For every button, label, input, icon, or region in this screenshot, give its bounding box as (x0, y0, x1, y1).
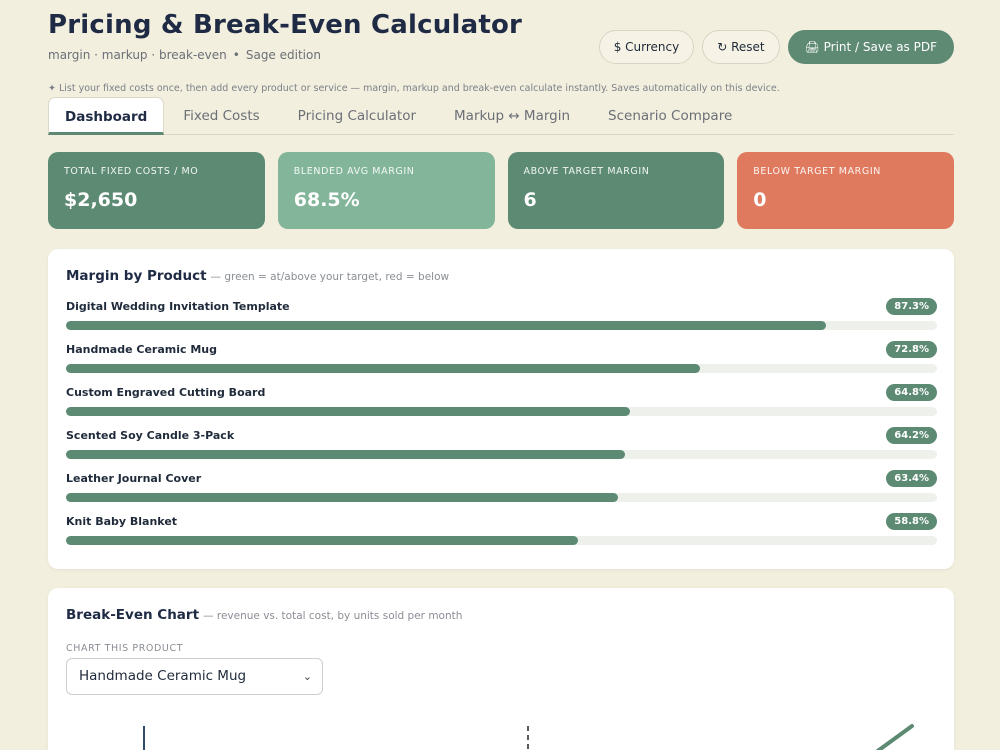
margin-badge: 87.3% (886, 298, 937, 315)
page-title: Pricing & Break-Even Calculator (48, 10, 523, 40)
page-subtitle: margin · markup · break-even • Sage editio… (48, 48, 954, 62)
hint-text: ✦ List your fixed costs once, then add e… (48, 83, 780, 94)
kpi-label: Blended Avg Margin (293, 166, 415, 177)
tab-dashboard[interactable]: Dashboard (48, 97, 165, 135)
margin-bar-track (66, 364, 937, 373)
margin-badge: 64.8% (886, 384, 937, 401)
margin-bar-fill (66, 450, 626, 459)
product-name: Knit Baby Blanket (66, 515, 178, 528)
margin-bar-track (66, 407, 937, 416)
kpi-value: $2,650 (64, 189, 138, 211)
card-title: Break-Even Chart — revenue vs. total cost… (66, 607, 462, 623)
tab-bar: Dashboard Fixed Costs Pricing Calculator… (48, 97, 954, 135)
margin-badge: 63.4% (886, 470, 937, 487)
break-even-chart (143, 724, 914, 750)
product-name: Custom Engraved Cutting Board (66, 386, 266, 399)
kpi-blended-avg-margin: Blended Avg Margin 68.5% (277, 152, 495, 229)
card-note: — green = at/above your target, red = be… (210, 271, 450, 283)
revenue-line (875, 724, 914, 750)
product-row: Scented Soy Candle 3-Pack 64.2% (66, 427, 937, 469)
margin-by-product-card: Margin by Product — green = at/above your… (48, 249, 954, 569)
kpi-value: 6 (523, 189, 537, 211)
product-name: Handmade Ceramic Mug (66, 343, 217, 356)
kpi-above-target: Above Target Margin 6 (507, 152, 725, 229)
margin-bar-track (66, 450, 937, 459)
product-row: Custom Engraved Cutting Board 64.8% (66, 384, 937, 426)
kpi-value: 68.5% (293, 189, 360, 211)
product-name: Leather Journal Cover (66, 472, 202, 485)
margin-bar-fill (66, 364, 701, 373)
card-title-text: Break-Even Chart (66, 607, 200, 623)
currency-button[interactable]: $ Currency (598, 30, 695, 64)
product-row: Digital Wedding Invitation Template 87.3… (66, 298, 937, 340)
header-actions: $ Currency ↻ Reset 🖨 Print / Save as PDF (598, 30, 954, 64)
card-note: — revenue vs. total cost, by units sold … (203, 610, 463, 622)
tab-fixed-costs[interactable]: Fixed Costs (183, 108, 260, 124)
margin-bar-fill (66, 321, 827, 330)
margin-bar-fill (66, 536, 579, 545)
product-select[interactable]: Handmade Ceramic Mug ⌄ (66, 658, 323, 695)
kpi-total-fixed-costs: Total Fixed Costs / Mo $2,650 (48, 152, 265, 229)
margin-bar-track (66, 321, 937, 330)
product-row: Handmade Ceramic Mug 72.8% (66, 341, 937, 383)
print-button[interactable]: 🖨 Print / Save as PDF (787, 30, 954, 64)
margin-bar-track (66, 536, 937, 545)
subtitle-main: margin · markup · break-even (48, 48, 227, 62)
kpi-label: Total Fixed Costs / Mo (64, 166, 199, 177)
product-row: Leather Journal Cover 63.4% (66, 470, 937, 512)
subtitle-separator: • (232, 48, 240, 62)
tab-pricing-calculator[interactable]: Pricing Calculator (297, 108, 417, 124)
margin-badge: 64.2% (886, 427, 937, 444)
product-select-label: Chart this product (66, 643, 184, 654)
kpi-row: Total Fixed Costs / Mo $2,650 Blended Av… (48, 152, 954, 229)
break-even-chart-card: Break-Even Chart — revenue vs. total cost… (48, 588, 954, 750)
margin-badge: 58.8% (886, 513, 937, 530)
card-title: Margin by Product — green = at/above your… (66, 268, 449, 284)
kpi-value: 0 (753, 189, 767, 211)
kpi-label: Below Target Margin (753, 166, 881, 177)
tab-scenario-compare[interactable]: Scenario Compare (608, 108, 733, 124)
product-select-value: Handmade Ceramic Mug (79, 668, 247, 684)
margin-bar-fill (66, 493, 619, 502)
product-name: Digital Wedding Invitation Template (66, 300, 290, 313)
margin-bar-fill (66, 407, 631, 416)
card-title-text: Margin by Product (66, 268, 207, 284)
product-row: Knit Baby Blanket 58.8% (66, 513, 937, 555)
app-header: Pricing & Break-Even Calculator margin ·… (48, 10, 954, 70)
product-name: Scented Soy Candle 3-Pack (66, 429, 235, 442)
chevron-down-icon: ⌄ (302, 670, 312, 683)
tab-markup-margin[interactable]: Markup ↔ Margin (454, 108, 571, 124)
kpi-label: Above Target Margin (523, 166, 650, 177)
margin-bar-track (66, 493, 937, 502)
reset-button[interactable]: ↻ Reset (702, 30, 780, 64)
subtitle-edition: Sage edition (245, 48, 321, 62)
kpi-below-target: Below Target Margin 0 (737, 152, 954, 229)
margin-badge: 72.8% (886, 341, 937, 358)
